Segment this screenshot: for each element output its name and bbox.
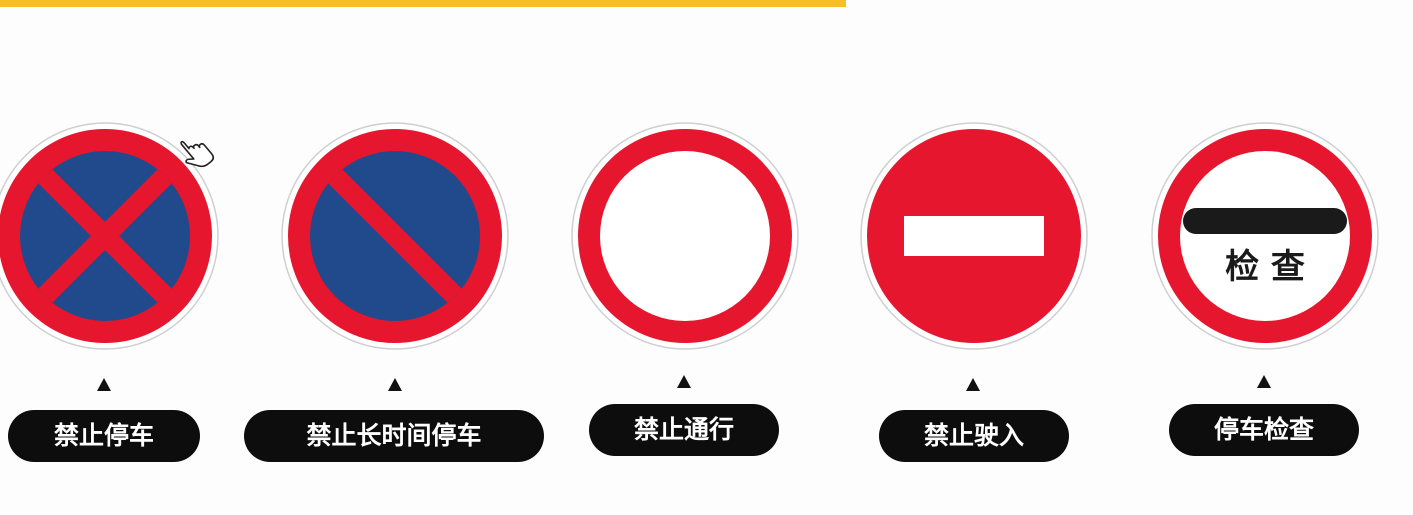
no-traffic-sign-icon: [571, 122, 799, 350]
pointer-arrow-icon: [388, 378, 402, 391]
accent-top-bar: [0, 0, 846, 7]
sign-label-no-parking: 禁止停车: [8, 410, 200, 462]
sign-label-no-long-term-parking: 禁止长时间停车: [244, 410, 544, 462]
pointer-arrow-icon: [677, 375, 691, 388]
no-entry-sign-icon: [860, 122, 1088, 350]
stop-for-inspection-sign-icon: 检 查: [1151, 122, 1379, 350]
sign-label-no-entry: 禁止驶入: [879, 410, 1069, 462]
sign-label-no-traffic: 禁止通行: [589, 404, 779, 456]
pointer-arrow-icon: [966, 378, 980, 391]
no-long-term-parking-sign-icon: [281, 122, 509, 350]
sign-label-stop-for-inspection: 停车检查: [1169, 404, 1359, 456]
no-parking-sign-icon: [0, 122, 219, 350]
sign-inner-text: 检 查: [1225, 247, 1305, 287]
hand-pointer-cursor-icon: [180, 140, 215, 168]
pointer-arrow-icon: [97, 378, 111, 391]
pointer-arrow-icon: [1257, 375, 1271, 388]
